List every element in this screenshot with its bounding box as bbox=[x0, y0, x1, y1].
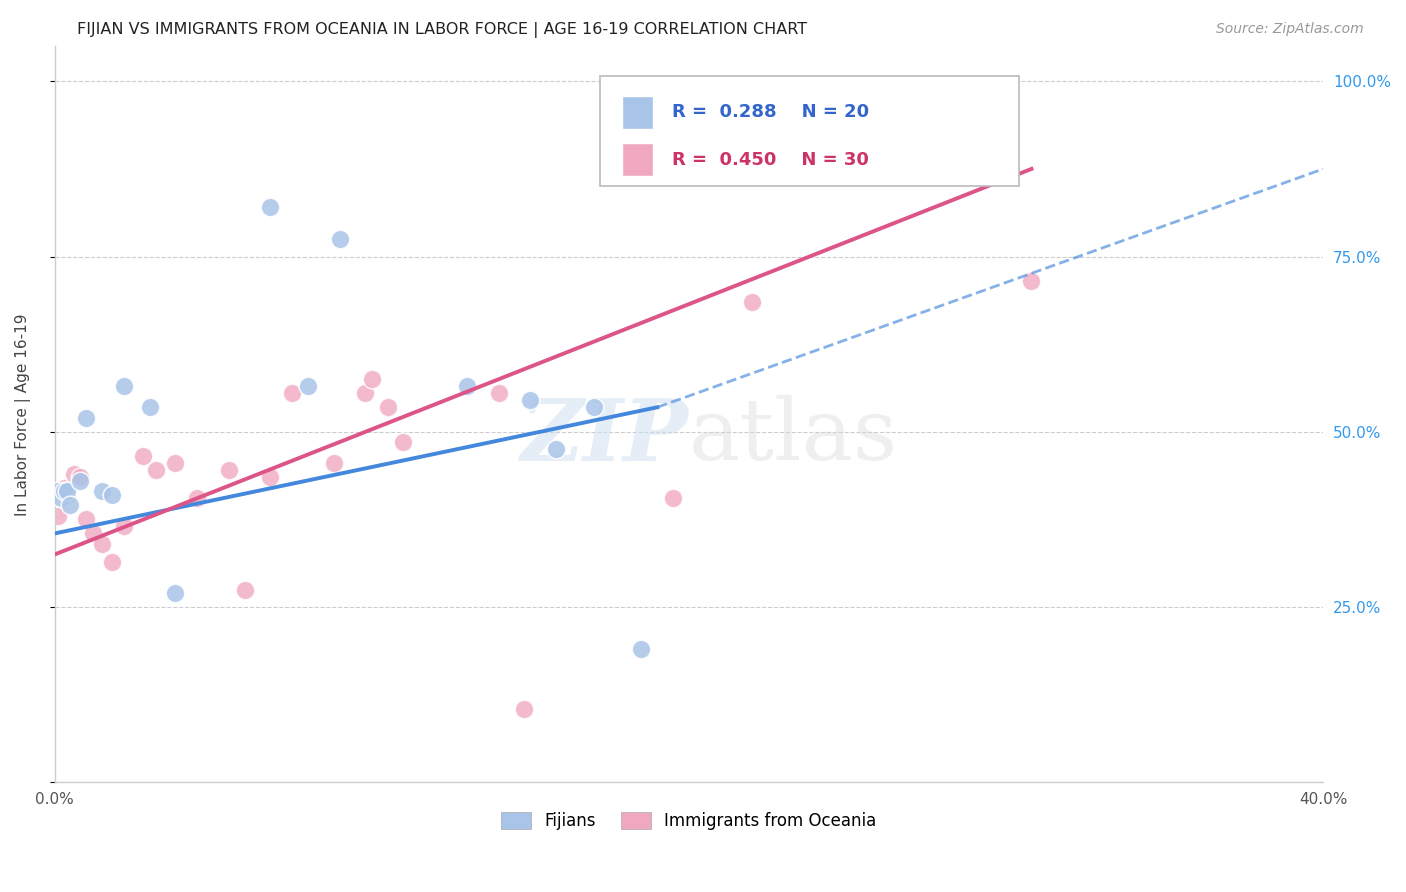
Point bbox=[354, 386, 377, 401]
Point bbox=[49, 484, 72, 499]
Point bbox=[75, 512, 97, 526]
Point bbox=[165, 456, 187, 470]
Point bbox=[100, 554, 122, 568]
Text: ZIP: ZIP bbox=[522, 394, 689, 478]
Point bbox=[297, 379, 319, 393]
Text: R =  0.288    N = 20: R = 0.288 N = 20 bbox=[672, 103, 869, 121]
Point bbox=[132, 450, 155, 464]
Point bbox=[582, 401, 605, 415]
Point bbox=[281, 386, 304, 401]
Point bbox=[360, 372, 382, 386]
Point bbox=[59, 499, 82, 513]
FancyBboxPatch shape bbox=[621, 144, 654, 177]
Point bbox=[53, 484, 76, 499]
Text: R =  0.450    N = 30: R = 0.450 N = 30 bbox=[672, 151, 869, 169]
Point bbox=[75, 410, 97, 425]
Point bbox=[662, 491, 685, 506]
Point bbox=[82, 526, 104, 541]
Point bbox=[49, 491, 72, 506]
Point bbox=[259, 470, 281, 484]
Point bbox=[53, 481, 76, 495]
Point bbox=[56, 484, 79, 499]
Point bbox=[112, 379, 135, 393]
FancyBboxPatch shape bbox=[600, 76, 1019, 186]
Point bbox=[233, 582, 256, 597]
Point bbox=[392, 435, 415, 450]
Point bbox=[329, 232, 352, 246]
Point bbox=[62, 467, 84, 481]
Point bbox=[519, 393, 541, 408]
Text: Source: ZipAtlas.com: Source: ZipAtlas.com bbox=[1216, 22, 1364, 37]
Point bbox=[513, 702, 536, 716]
Text: atlas: atlas bbox=[689, 395, 898, 478]
Point bbox=[100, 488, 122, 502]
Point bbox=[69, 470, 91, 484]
Point bbox=[46, 508, 69, 523]
Point bbox=[544, 442, 567, 457]
Point bbox=[218, 463, 240, 477]
Point bbox=[741, 295, 763, 310]
Text: FIJIAN VS IMMIGRANTS FROM OCEANIA IN LABOR FORCE | AGE 16-19 CORRELATION CHART: FIJIAN VS IMMIGRANTS FROM OCEANIA IN LAB… bbox=[77, 22, 807, 38]
Point bbox=[145, 463, 167, 477]
Point bbox=[456, 379, 478, 393]
Point bbox=[868, 99, 890, 113]
Point bbox=[91, 537, 114, 551]
Point bbox=[69, 474, 91, 488]
Point bbox=[186, 491, 208, 506]
FancyBboxPatch shape bbox=[621, 95, 654, 128]
Legend: Fijians, Immigrants from Oceania: Fijians, Immigrants from Oceania bbox=[495, 805, 883, 837]
Point bbox=[1021, 274, 1043, 288]
Point bbox=[488, 386, 510, 401]
Point bbox=[630, 642, 652, 657]
Point bbox=[377, 401, 399, 415]
Point bbox=[139, 401, 162, 415]
Y-axis label: In Labor Force | Age 16-19: In Labor Force | Age 16-19 bbox=[15, 313, 31, 516]
Point bbox=[112, 519, 135, 533]
Point bbox=[165, 586, 187, 600]
Point bbox=[46, 484, 69, 499]
Point bbox=[91, 484, 114, 499]
Point bbox=[259, 201, 281, 215]
Point bbox=[322, 456, 344, 470]
Point bbox=[56, 488, 79, 502]
